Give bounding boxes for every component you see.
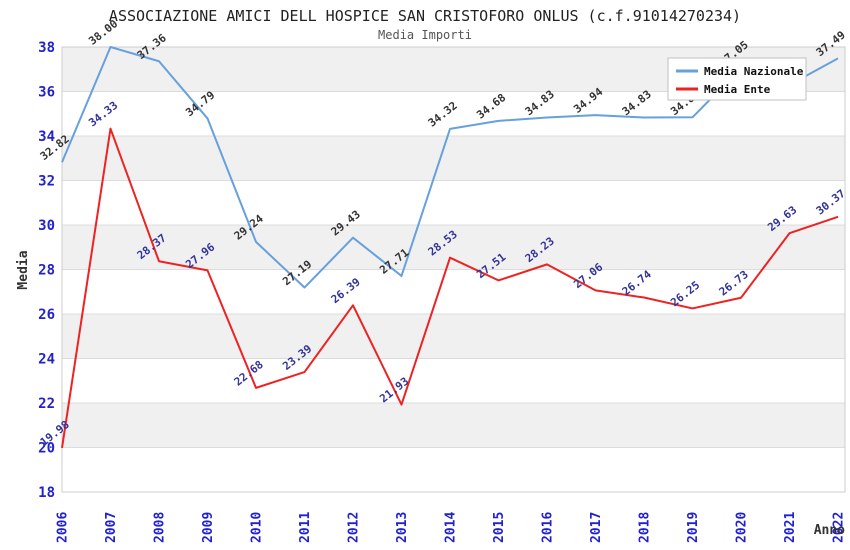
legend: Media Nazionale Media Ente (667, 57, 807, 101)
legend-box (667, 57, 807, 101)
y-axis-title: Media (16, 250, 31, 289)
x-tick-label: 2011 (298, 512, 313, 543)
grid-band (62, 136, 845, 181)
x-tick-label: 2012 (347, 512, 362, 543)
x-tick-label: 2017 (589, 512, 604, 543)
chart-subtitle: Media Importi (378, 28, 472, 42)
plot-border (61, 46, 846, 493)
y-tick-label: 38 (38, 40, 55, 56)
x-tick-label: 2014 (444, 512, 459, 543)
y-tick-label: 24 (38, 352, 55, 368)
x-tick-label: 2006 (56, 512, 71, 543)
chart-title: ASSOCIAZIONE AMICI DELL HOSPICE SAN CRIS… (108, 7, 742, 25)
y-tick-label: 34 (38, 129, 55, 145)
legend-label: Media Ente (704, 83, 771, 96)
grid-band (62, 314, 845, 359)
grid-band (62, 225, 845, 270)
x-tick-label: 2019 (686, 512, 701, 543)
y-tick-label: 26 (38, 307, 55, 323)
y-tick-label: 22 (38, 396, 55, 412)
x-tick-label: 2020 (735, 512, 750, 543)
y-tick-label: 36 (38, 85, 55, 101)
y-tick-label: 32 (38, 174, 55, 190)
y-tick-label: 20 (38, 441, 55, 457)
x-tick-label: 2021 (783, 512, 798, 543)
x-tick-label: 2022 (832, 512, 847, 543)
x-tick-label: 2009 (201, 512, 216, 543)
x-tick-label: 2008 (153, 512, 168, 543)
x-tick-label: 2010 (250, 512, 265, 543)
y-tick-label: 18 (38, 485, 55, 501)
x-tick-label: 2016 (541, 512, 556, 543)
x-tick-label: 2007 (104, 512, 119, 543)
grid-band (62, 403, 845, 448)
y-tick-label: 28 (38, 263, 55, 279)
y-tick-label: 30 (38, 218, 55, 234)
series-line-media-nazionale (61, 46, 839, 289)
x-tick-label: 2015 (492, 512, 507, 543)
legend-item: Media Nazionale (676, 65, 804, 78)
legend-item: Media Ente (676, 83, 771, 96)
series-line-media-ente (61, 127, 839, 449)
legend-label: Media Nazionale (704, 65, 804, 78)
x-tick-label: 2018 (638, 512, 653, 543)
x-axis-title: Anno (814, 523, 845, 538)
x-tick-label: 2013 (395, 512, 410, 543)
